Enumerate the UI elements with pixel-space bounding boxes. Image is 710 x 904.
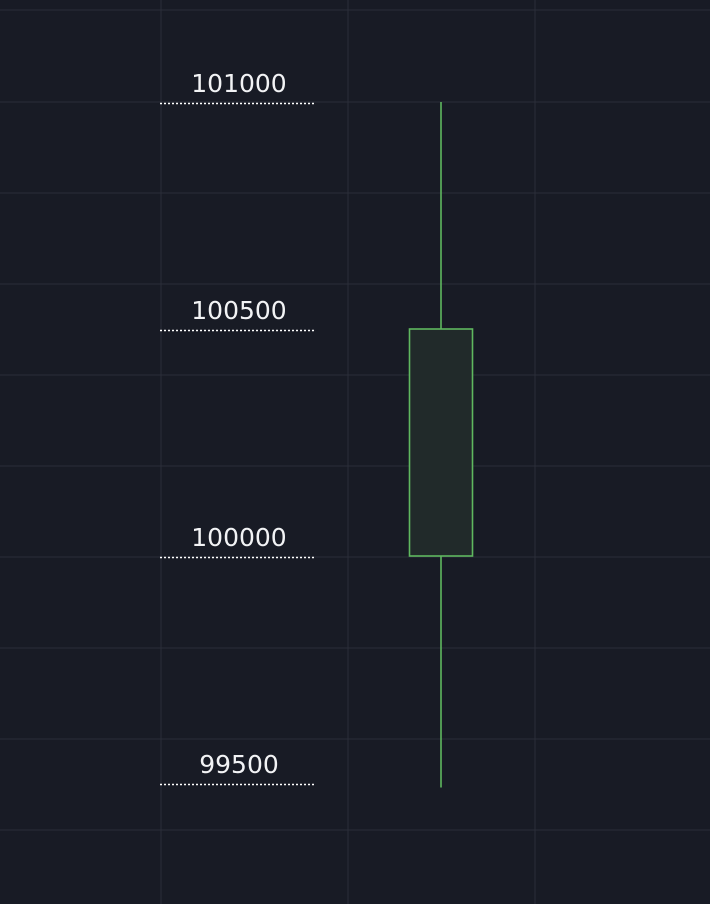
price-level-label-101000: 101000 [191, 69, 286, 98]
candles[interactable] [408, 102, 474, 788]
price-level-label-99500: 99500 [199, 750, 279, 779]
price-levels: 101000 100500 100000 99500 [160, 69, 314, 786]
price-level-label-100500: 100500 [191, 296, 286, 325]
candle-1-body[interactable] [408, 328, 474, 557]
price-level-label-100000: 100000 [191, 523, 286, 552]
